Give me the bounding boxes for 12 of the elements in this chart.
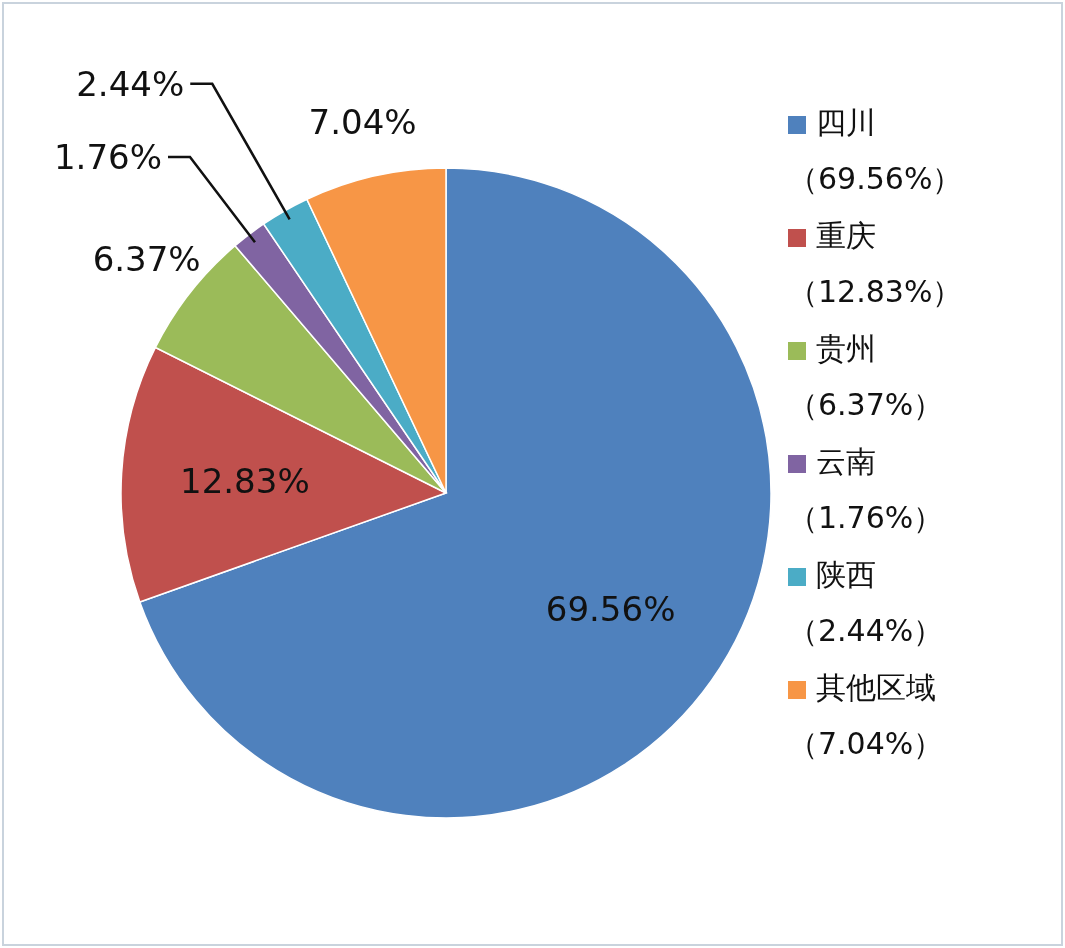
legend-label: 云南（1.76%） [788, 443, 945, 537]
data-label: 7.04% [308, 102, 417, 143]
data-label: 12.83% [180, 460, 310, 501]
legend-label: 陕西（2.44%） [788, 556, 945, 650]
legend-label: 重庆（12.83%） [788, 217, 964, 311]
data-label: 6.37% [92, 238, 201, 279]
legend-label: 其他区域（7.04%） [788, 669, 945, 763]
legend-label: 四川（69.56%） [788, 104, 964, 198]
legend-label: 贵州（6.37%） [788, 330, 945, 424]
data-label: 1.76% [53, 136, 162, 177]
data-label: 2.44% [76, 63, 185, 104]
data-label: 69.56% [545, 589, 676, 630]
